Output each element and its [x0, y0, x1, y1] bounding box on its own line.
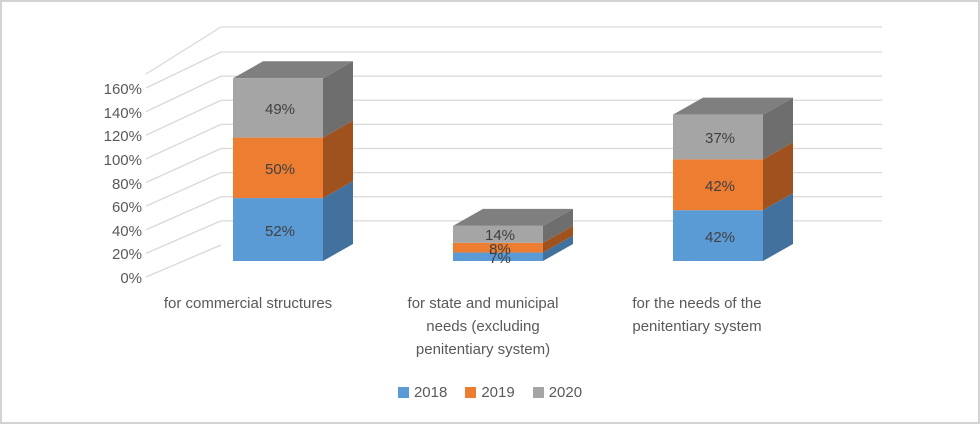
legend: 2018 2019 2020: [2, 384, 978, 401]
data-label: 14%: [484, 227, 516, 245]
data-label: 42%: [704, 228, 736, 246]
data-label: 50%: [264, 160, 296, 178]
bar-segment-2020-2[interactable]: [673, 114, 763, 160]
data-label: 49%: [264, 100, 296, 118]
gridline: [145, 196, 222, 231]
legend-label: 2019: [481, 384, 515, 401]
y-axis-tick-label: 100%: [103, 151, 142, 169]
bar-segment-2020-0[interactable]: [233, 78, 323, 138]
bar-segment-side-2018[interactable]: [323, 181, 353, 261]
legend-swatch-2019: [465, 387, 477, 398]
bars-group: [233, 61, 793, 261]
data-label: 52%: [264, 222, 296, 240]
legend-label: 2018: [413, 384, 448, 401]
bar-segment-side-2018[interactable]: [763, 193, 793, 261]
gridline: [145, 172, 222, 207]
bar-segment-side-2020[interactable]: [763, 97, 793, 160]
legend-swatch-2020: [532, 387, 544, 398]
gridline: [145, 220, 222, 254]
bar-segment-2018-2[interactable]: [673, 210, 763, 261]
bar-segment-2019-0[interactable]: [233, 137, 323, 199]
y-axis-tick-label: 0%: [120, 270, 142, 287]
bar-segment-side-2020[interactable]: [543, 208, 573, 243]
gridline: [145, 147, 222, 184]
bar-segment-side-2019[interactable]: [543, 225, 573, 253]
data-label: 8%: [489, 240, 511, 258]
bar-segment-side-2018[interactable]: [543, 235, 573, 261]
category-label: for commercial structures: [163, 295, 333, 312]
y-axis-tick-label: 140%: [103, 104, 142, 122]
data-label: 7%: [489, 249, 511, 267]
bar-segment-top-2020[interactable]: [233, 61, 353, 79]
y-axis-tick-label: 20%: [111, 246, 142, 264]
bar-segment-side-2020[interactable]: [323, 61, 353, 138]
gridline: [145, 123, 222, 160]
y-axis-tick-label: 120%: [103, 128, 142, 146]
bar-segment-side-2019[interactable]: [323, 120, 353, 199]
y-axis-tick-label: 60%: [111, 199, 142, 217]
bar-segment-top-2020[interactable]: [673, 97, 793, 115]
bar-segment-side-2019[interactable]: [763, 142, 793, 211]
legend-item-2019[interactable]: 2019: [465, 384, 515, 401]
gridline: [145, 244, 222, 278]
y-axis-tick-label: 160%: [103, 81, 142, 98]
bar-segment-top-2020[interactable]: [453, 208, 573, 226]
legend-label: 2020: [548, 384, 583, 401]
legend-item-2020[interactable]: 2020: [532, 384, 583, 401]
gridline: [145, 26, 222, 75]
legend-swatch-2018: [397, 387, 409, 398]
bar-segment-2019-2[interactable]: [673, 159, 763, 211]
bar-segment-2018-1[interactable]: [453, 252, 543, 261]
bar-segment-2020-1[interactable]: [453, 225, 543, 243]
gridline: [145, 99, 222, 136]
category-label: for state and municipal needs (excluding p…: [407, 295, 559, 358]
data-label: 42%: [704, 177, 736, 195]
gridline: [145, 75, 222, 113]
category-label: for the needs of the penitentiary system: [632, 295, 762, 335]
bar-segment-2019-1[interactable]: [453, 242, 543, 253]
bar-segment-2018-0[interactable]: [233, 198, 323, 261]
legend-item-2018[interactable]: 2018: [397, 384, 448, 401]
gridline: [145, 51, 222, 89]
y-axis-tick-label: 80%: [111, 175, 142, 193]
y-axis-tick-label: 40%: [111, 222, 142, 240]
data-label: 37%: [704, 129, 736, 147]
